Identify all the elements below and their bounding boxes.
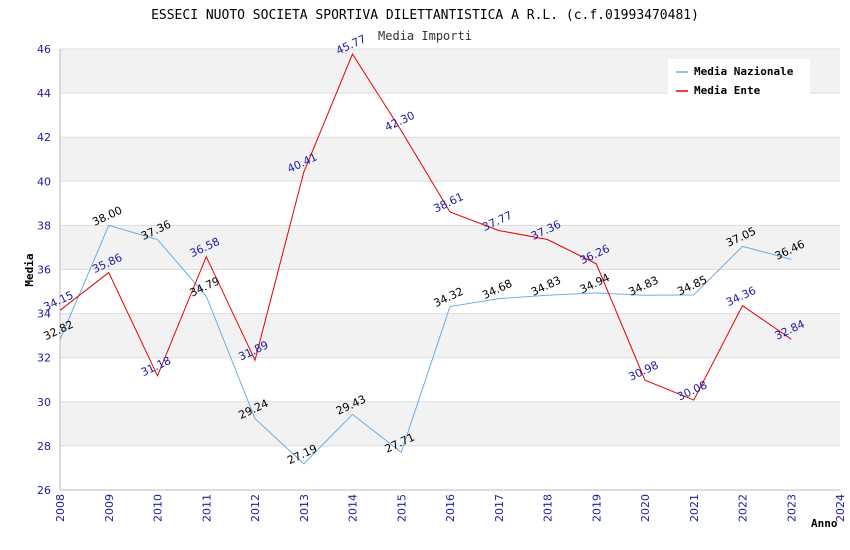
x-tick-labels: 2008 2009 2010 2011 2012 2013 2014 2015 2016 2017…	[54, 494, 847, 522]
x-tick-label: 2014	[347, 494, 360, 522]
series-line-media-nazionale	[59, 224, 792, 465]
legend-label-media-ente: Media Ente	[694, 84, 761, 97]
legend-box	[668, 59, 810, 99]
y-tick-label: 44	[37, 87, 51, 100]
y-axis-label: Media	[23, 253, 36, 286]
background-band	[60, 181, 840, 226]
background-band	[60, 445, 840, 490]
y-tick-label: 42	[37, 131, 51, 144]
x-axis-label: Anno	[811, 517, 838, 530]
series-line-media-ente	[59, 52, 792, 401]
x-tick-label: 2010	[152, 494, 165, 522]
legend: Media Nazionale Media Ente	[668, 59, 810, 99]
x-tick-label: 2018	[542, 494, 555, 522]
background-band	[60, 401, 840, 446]
x-tick-label: 2024	[834, 494, 847, 522]
y-tick-label: 40	[37, 175, 51, 188]
x-tick-label: 2013	[298, 494, 311, 522]
background-band	[60, 357, 840, 402]
x-tick-label: 2011	[200, 494, 213, 522]
x-tick-label: 2008	[54, 494, 67, 522]
x-tick-label: 2012	[249, 494, 262, 522]
background-band	[60, 313, 840, 358]
y-tick-label: 30	[37, 396, 51, 409]
y-tick-label: 26	[37, 484, 51, 497]
chart-subtitle: Media Importi	[378, 29, 472, 43]
x-tick-label: 2009	[103, 494, 116, 522]
y-tick-labels: 26 28 30 32 34 36 38 40 42 44 46	[37, 43, 51, 497]
series-lines	[59, 52, 792, 465]
y-tick-label: 38	[37, 219, 51, 232]
y-tick-label: 28	[37, 440, 51, 453]
y-tick-label: 32	[37, 352, 51, 365]
x-tick-label: 2022	[737, 494, 750, 522]
x-tick-label: 2017	[493, 494, 506, 522]
x-tick-label: 2023	[785, 494, 798, 522]
x-tick-label: 2020	[639, 494, 652, 522]
x-tick-label: 2016	[444, 494, 457, 522]
background-band	[60, 225, 840, 270]
y-tick-label: 34	[37, 308, 51, 321]
y-tick-label: 36	[37, 264, 51, 277]
y-tick-label: 46	[37, 43, 51, 56]
x-tick-label: 2019	[590, 494, 603, 522]
background-band	[60, 93, 840, 138]
x-tick-label: 2015	[395, 494, 408, 522]
background-band	[60, 137, 840, 182]
axes	[59, 49, 840, 491]
legend-label-media-nazionale: Media Nazionale	[694, 65, 794, 78]
x-tick-label: 2021	[688, 494, 701, 522]
chart-title: ESSECI NUOTO SOCIETA SPORTIVA DILETTANTI…	[151, 8, 699, 23]
